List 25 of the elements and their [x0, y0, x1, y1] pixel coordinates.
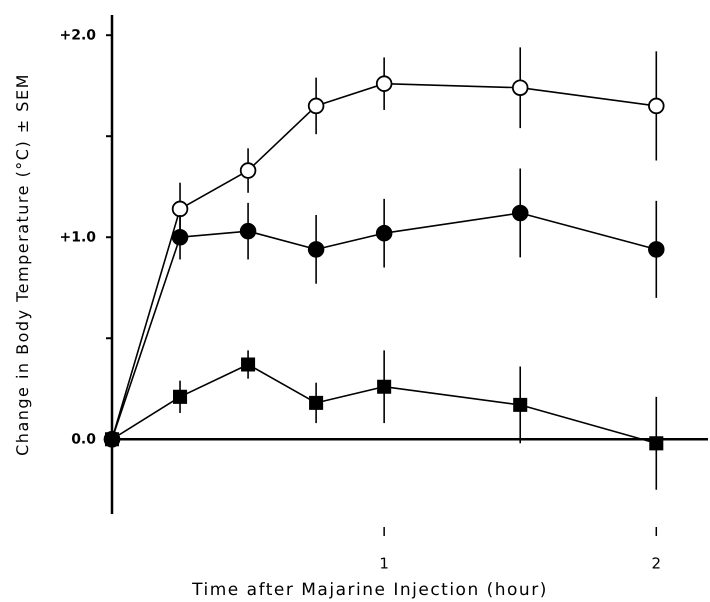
point: [376, 75, 392, 92]
point: [172, 200, 188, 218]
y-tick-label: +2.0: [59, 28, 96, 44]
point: [512, 79, 528, 96]
point: [172, 228, 188, 246]
y-tick-label: +1.0: [59, 230, 96, 246]
point: [648, 98, 665, 114]
y-axis-title: Change in Body Temperature (°C) ± SEM: [13, 73, 32, 456]
x-axis-title: Time after Majarine Injection (hour): [191, 580, 548, 600]
point: [648, 241, 665, 258]
point: [240, 222, 256, 240]
point: [512, 204, 528, 222]
point: [513, 398, 528, 412]
x-tick-label: 2: [652, 554, 662, 573]
point: [308, 241, 324, 258]
y-tick-label: 0.0: [71, 432, 96, 448]
point: [309, 396, 324, 410]
point: [649, 436, 664, 450]
point: [240, 162, 256, 179]
x-tick-label: 1: [379, 554, 389, 573]
point: [308, 98, 324, 114]
point: [377, 380, 392, 394]
point: [376, 224, 392, 242]
point: [241, 357, 256, 372]
point: [173, 390, 188, 404]
